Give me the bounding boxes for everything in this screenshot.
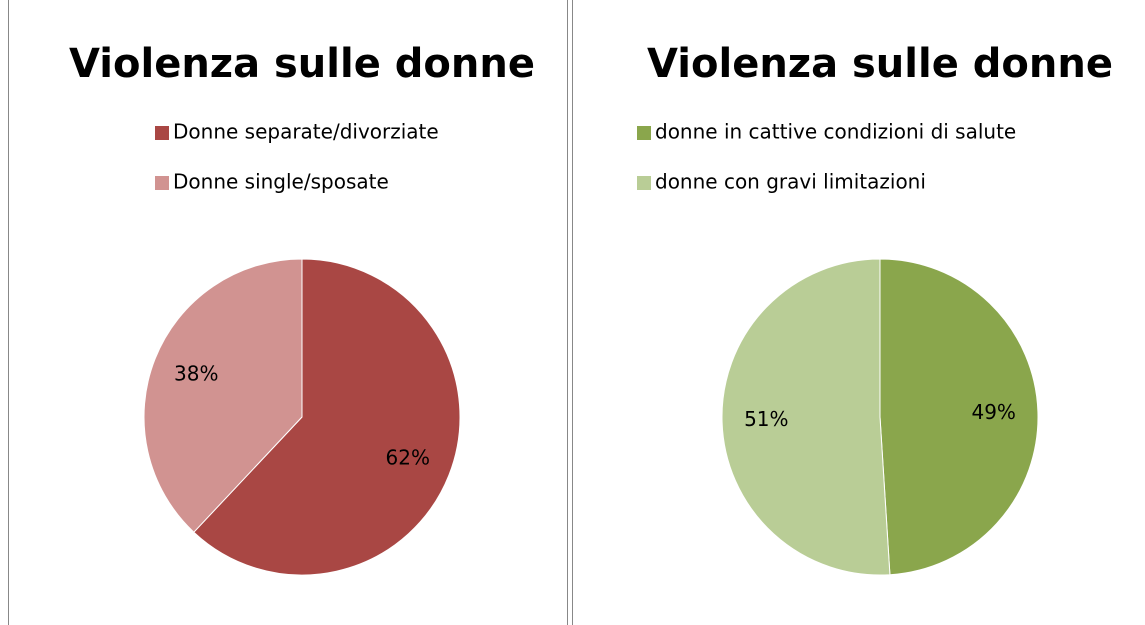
pie-slice [879, 258, 1039, 576]
value-label: 38% [174, 362, 218, 386]
value-label: 49% [971, 400, 1015, 424]
pie-slice [193, 258, 461, 576]
legend-swatch [637, 176, 651, 190]
legend-label: Donne separate/divorziate [173, 120, 439, 144]
chart-title: Violenza sulle donne [647, 41, 1113, 87]
value-label: 51% [744, 407, 788, 431]
pie-slice [143, 258, 303, 533]
legend-label: Donne single/sposate [173, 170, 389, 194]
legend-label: donne con gravi limitazioni [655, 170, 926, 194]
value-label: 62% [386, 445, 430, 469]
legend-swatch [155, 176, 169, 190]
legend-swatch [155, 126, 169, 140]
legend-swatch [637, 126, 651, 140]
legend-label: donne in cattive condizioni di salute [655, 120, 1016, 144]
chart-title: Violenza sulle donne [69, 41, 535, 87]
pie-slice [721, 258, 891, 576]
